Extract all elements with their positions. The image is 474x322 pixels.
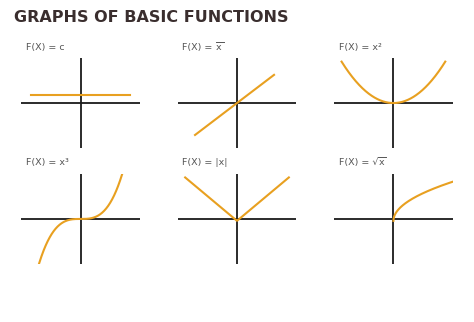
Text: F(X) = |x|: F(X) = |x|	[182, 158, 228, 167]
Text: GRAPHS OF BASIC FUNCTIONS: GRAPHS OF BASIC FUNCTIONS	[14, 10, 289, 25]
Text: F(X) = c: F(X) = c	[26, 43, 64, 52]
Text: F(X) = √: F(X) = √	[339, 158, 378, 167]
Text: x: x	[216, 43, 221, 52]
Text: F(X) =: F(X) =	[182, 43, 216, 52]
Text: F(X) = x²: F(X) = x²	[339, 43, 382, 52]
Text: F(X) = x³: F(X) = x³	[26, 158, 69, 167]
Text: x: x	[378, 158, 384, 167]
